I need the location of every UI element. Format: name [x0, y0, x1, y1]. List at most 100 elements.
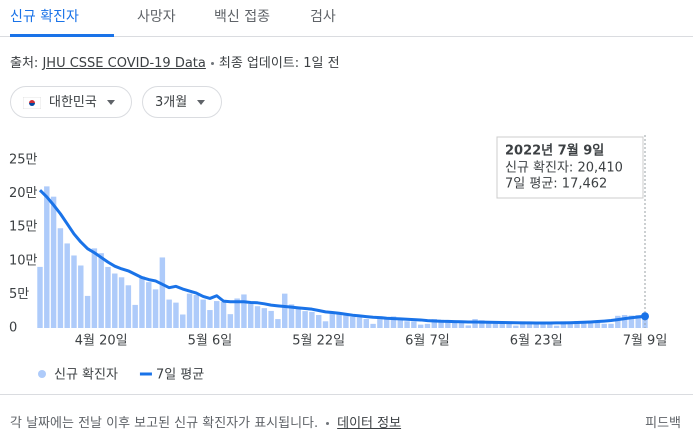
bar	[275, 319, 281, 328]
bar	[44, 186, 50, 328]
dropdown-label: 대한민국	[49, 95, 97, 110]
separator	[210, 62, 214, 65]
region-dropdown[interactable]: 대한민국	[10, 86, 132, 118]
bar	[166, 299, 172, 328]
bar	[295, 307, 302, 328]
tab[interactable]: 사망자	[137, 9, 176, 25]
bar	[615, 315, 621, 328]
bar	[465, 325, 471, 328]
y-tick-label: 10만	[9, 253, 38, 268]
feedback-link[interactable]: 피드백	[645, 416, 681, 431]
bar	[234, 298, 240, 328]
bar	[431, 319, 437, 328]
bar	[472, 319, 478, 328]
bar	[37, 266, 43, 328]
bar	[499, 323, 505, 328]
dropdown-label: 3개월	[155, 95, 188, 110]
bar	[214, 301, 220, 328]
bar	[200, 299, 206, 328]
legend-swatch	[38, 370, 46, 378]
hover-point	[641, 312, 649, 321]
bar	[553, 325, 560, 328]
bar	[261, 308, 268, 328]
legend-label: 신규 확진자	[54, 368, 118, 383]
note-text: 각 날짜에는 전날 이후 보고된 신규 확진자가 표시됩니다.	[10, 416, 319, 431]
period-dropdown[interactable]: 3개월	[142, 86, 222, 118]
bar	[180, 314, 186, 328]
bar	[64, 243, 70, 328]
tab[interactable]: 신규 확진자	[10, 9, 79, 25]
bar	[207, 310, 213, 328]
separator	[326, 422, 330, 425]
x-tick-label: 6월 23일	[510, 334, 563, 349]
bar	[288, 304, 295, 328]
y-tick-label: 15만	[9, 220, 38, 235]
bar	[343, 315, 349, 328]
updated: 최종 업데이트: 1일 전	[218, 56, 340, 71]
y-tick-label: 25만	[9, 153, 38, 168]
bar	[146, 282, 152, 328]
bar	[574, 320, 580, 328]
bar	[309, 311, 315, 328]
y-tick-label: 5만	[9, 287, 29, 302]
bar	[533, 322, 539, 328]
bar	[186, 293, 193, 328]
bar	[118, 277, 125, 328]
bar	[547, 323, 553, 328]
bar	[601, 323, 607, 328]
bar	[193, 295, 200, 328]
line	[38, 189, 646, 325]
bar	[248, 303, 254, 328]
bar	[220, 302, 227, 328]
bar	[349, 316, 356, 328]
bar	[78, 265, 84, 328]
bar	[173, 302, 179, 328]
footer-note: 각 날짜에는 전날 이후 보고된 신규 확진자가 표시됩니다. 데이터 정보	[10, 412, 401, 431]
data-info-link[interactable]: 데이터 정보	[337, 416, 402, 431]
bar	[152, 289, 159, 328]
bar	[268, 310, 274, 328]
bar	[513, 325, 519, 328]
bar	[438, 319, 444, 328]
x-tick-label: 7월 9일	[623, 334, 668, 349]
tooltip-line: 7일 평균: 17,462	[505, 177, 607, 192]
bar	[159, 257, 166, 328]
bar	[560, 321, 567, 328]
flag	[23, 96, 41, 109]
bar	[458, 323, 465, 328]
bar	[132, 304, 138, 328]
tooltip-line: 신규 확진자: 20,410	[505, 161, 623, 176]
bar	[526, 321, 533, 328]
tab-indicator	[10, 34, 114, 37]
source-link[interactable]: JHU CSSE COVID-19 Data	[42, 56, 206, 71]
bar	[50, 196, 57, 328]
bar	[370, 323, 376, 328]
bar	[540, 323, 546, 328]
bar	[642, 314, 648, 328]
y-tick-label: 20만	[9, 186, 38, 201]
bar	[377, 316, 383, 328]
bar	[356, 317, 363, 328]
bar	[71, 255, 77, 328]
bar	[227, 314, 234, 328]
bar	[91, 248, 98, 328]
bar	[485, 321, 492, 328]
bar	[322, 321, 329, 328]
bar	[594, 321, 601, 328]
bar	[608, 323, 614, 328]
bar	[506, 323, 512, 328]
tooltip-box	[496, 136, 644, 199]
tab[interactable]: 백신 접종	[214, 9, 270, 25]
bar	[336, 313, 342, 328]
tab[interactable]: 검사	[310, 9, 336, 25]
bar	[587, 320, 594, 328]
bar	[621, 314, 628, 328]
bar	[363, 319, 370, 328]
divider	[0, 394, 693, 395]
bar	[404, 321, 410, 328]
bar	[112, 273, 118, 328]
source-label: 출처:	[10, 56, 39, 71]
x-tick-label: 4월 20일	[75, 334, 128, 349]
